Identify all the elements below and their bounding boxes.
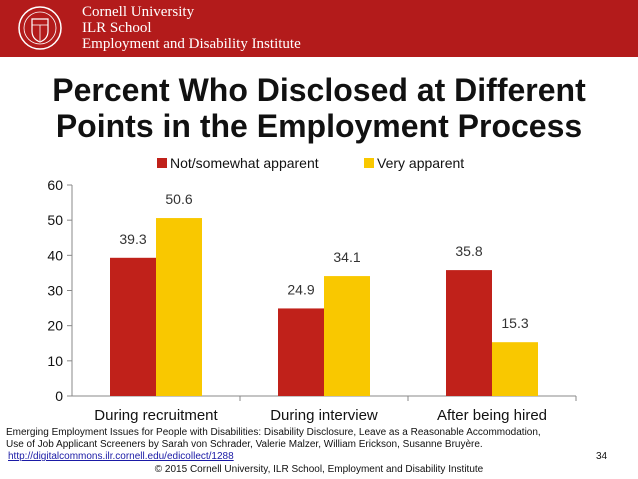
bar-chart: 0 10 20 30 40 50 60 39.3 50.6 During recruitment 2…: [47, 155, 577, 424]
data-label: 15.3: [501, 315, 528, 331]
y-tick-label: 0: [55, 388, 63, 404]
slide-title-line-1: Percent Who Disclosed at Different: [52, 72, 586, 108]
y-tick-label: 60: [47, 177, 63, 193]
data-label: 24.9: [287, 281, 314, 297]
citation-line-1: Emerging Employment Issues for People wi…: [6, 427, 541, 438]
y-tick-label: 10: [47, 353, 63, 369]
slide-title-line-2: Points in the Employment Process: [55, 108, 583, 144]
legend-swatch: [364, 158, 374, 168]
y-tick-label: 40: [47, 247, 63, 263]
cornell-seal-icon: [18, 6, 62, 50]
bar: [446, 270, 492, 396]
page-number: 34: [596, 451, 608, 462]
bar: [492, 342, 538, 396]
legend-label: Not/somewhat apparent: [170, 155, 319, 171]
category-label: During recruitment: [94, 407, 218, 424]
bar: [324, 276, 370, 396]
bar: [278, 308, 324, 396]
data-label: 50.6: [165, 191, 192, 207]
institution-name: Cornell University ILR School Employment…: [82, 4, 301, 52]
data-label: 39.3: [119, 231, 146, 247]
legend-swatch: [157, 158, 167, 168]
bar: [110, 257, 156, 396]
slide-title: Percent Who Disclosed at Different Point…: [0, 72, 638, 144]
data-label: 34.1: [333, 249, 360, 265]
institution-line-3: Employment and Disability Institute: [82, 36, 301, 52]
y-tick-label: 30: [47, 283, 63, 299]
category-label: After being hired: [437, 407, 547, 424]
header-bar: Cornell University ILR School Employment…: [0, 0, 638, 57]
citation: Emerging Employment Issues for People wi…: [6, 427, 596, 463]
data-label: 35.8: [455, 243, 482, 259]
y-tick-label: 50: [47, 212, 63, 228]
institution-line-1: Cornell University: [82, 4, 195, 20]
bar: [156, 218, 202, 396]
institution-line-2: ILR School: [82, 20, 152, 36]
citation-line-2: Use of Job Applicant Screeners by Sarah …: [6, 439, 483, 450]
citation-link[interactable]: http://digitalcommons.ilr.cornell.edu/ed…: [8, 451, 234, 462]
legend-label: Very apparent: [377, 155, 464, 171]
copyright-notice: © 2015 Cornell University, ILR School, E…: [154, 464, 484, 475]
y-tick-label: 20: [47, 318, 63, 334]
category-label: During interview: [270, 407, 378, 424]
